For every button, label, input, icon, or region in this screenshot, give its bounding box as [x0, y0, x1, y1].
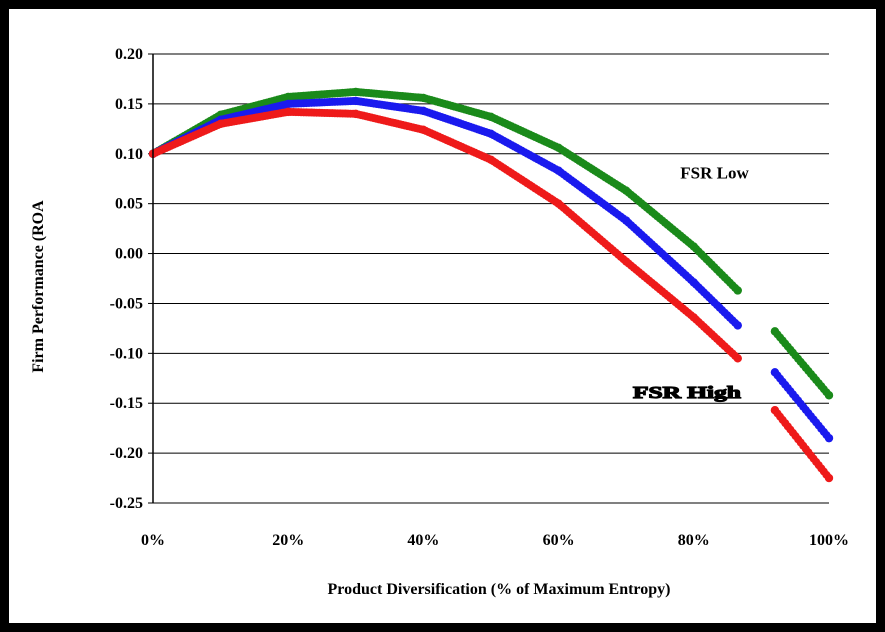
x-tick-label: 80% [678, 532, 710, 549]
x-tick-labels: 0% 20% 40% 60% 80% 100% [141, 532, 849, 549]
annotation-fsr-high: FSR High [633, 383, 742, 402]
y-tick-label: 0.15 [115, 96, 143, 113]
x-tick-label: 60% [543, 532, 575, 549]
y-tick-labels: 0.20 0.15 0.10 0.05 0.00 -0.05 -0.10 -0.15 -0.20… [110, 46, 143, 512]
y-tick-label: 0.10 [115, 146, 143, 163]
x-tick-label: 20% [272, 532, 304, 549]
annotations: FSR Low FSR High [632, 164, 749, 403]
annotation-fsr-low: FSR Low [680, 164, 749, 183]
y-tick-label: -0.25 [110, 495, 143, 512]
series-3 [148, 107, 834, 483]
curve-dot [733, 354, 742, 363]
y-tick-label: -0.15 [110, 395, 143, 412]
y-axis-title: Firm Performance (ROA [30, 200, 47, 373]
y-tick-label: 0.20 [115, 46, 143, 63]
curve-dot [825, 434, 833, 443]
x-tick-label: 40% [407, 532, 439, 549]
curve-dot [825, 474, 833, 483]
diversification-performance-chart: 0.20 0.15 0.10 0.05 0.00 -0.05 -0.10 -0.15 -0.20… [30, 46, 849, 598]
curve-dot [825, 391, 833, 400]
curve-dot [733, 321, 742, 330]
x-tick-label: 0% [141, 532, 165, 549]
y-tick-label: -0.10 [110, 345, 143, 362]
y-tick-label: -0.05 [110, 295, 143, 312]
curve-dot [733, 286, 742, 295]
y-tick-label: -0.20 [110, 445, 143, 462]
y-tick-label: 0.05 [115, 196, 143, 213]
series-layer [148, 87, 834, 483]
x-tick-label: 100% [809, 532, 849, 549]
x-axis-title: Product Diversification (% of Maximum En… [328, 581, 671, 598]
y-tick-label: 0.00 [115, 246, 143, 263]
chart-frame: 0.20 0.15 0.10 0.05 0.00 -0.05 -0.10 -0.15 -0.20… [9, 9, 876, 623]
